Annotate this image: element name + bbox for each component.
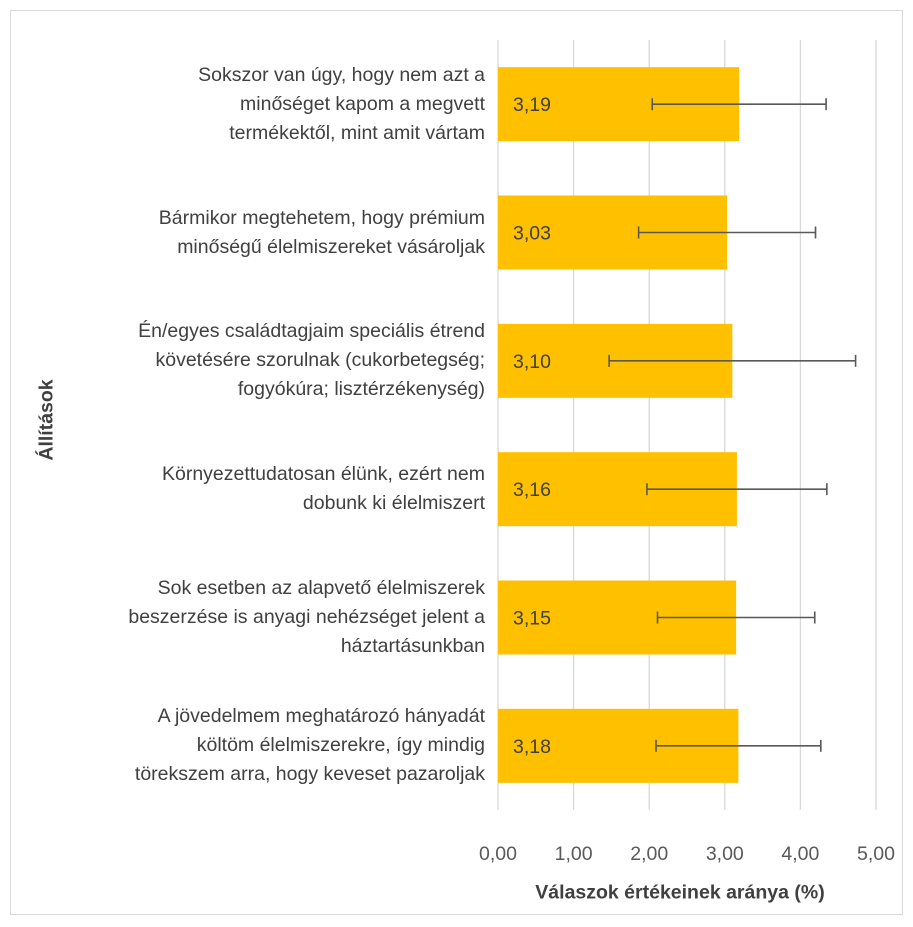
category-label: Sok esetben az alapvető élelmiszerek bes… bbox=[128, 577, 485, 657]
x-tick-label: 2,00 bbox=[630, 843, 668, 865]
data-label: 3,16 bbox=[513, 479, 551, 501]
category-label: Bármikor megtehetem, hogy prémium minősé… bbox=[158, 206, 485, 258]
category-label: Sokszor van úgy, hogy nem azt a minősége… bbox=[198, 63, 485, 144]
data-label: 3,19 bbox=[513, 94, 551, 116]
data-label: 3,10 bbox=[513, 351, 551, 373]
data-label: 3,15 bbox=[513, 608, 551, 630]
category-label: A jövedelmem meghatározó hányadát költöm… bbox=[134, 705, 485, 786]
data-label: 3,18 bbox=[513, 736, 551, 758]
x-tick-label: 4,00 bbox=[781, 843, 819, 865]
category-label: Én/egyes családtagjaim speciális étrend … bbox=[138, 320, 485, 401]
x-tick-label: 0,00 bbox=[479, 843, 517, 865]
x-tick-label: 5,00 bbox=[857, 843, 895, 865]
x-tick-label: 3,00 bbox=[706, 843, 744, 865]
category-label: Környezettudatosan élünk, ezért nem dobu… bbox=[161, 463, 485, 515]
x-axis-title: Válaszok értékeinek aránya (%) bbox=[535, 881, 825, 904]
x-tick-label: 1,00 bbox=[555, 843, 593, 865]
data-label: 3,03 bbox=[513, 223, 551, 245]
chart-frame bbox=[10, 10, 903, 915]
y-axis-title: Állítások bbox=[35, 379, 58, 461]
